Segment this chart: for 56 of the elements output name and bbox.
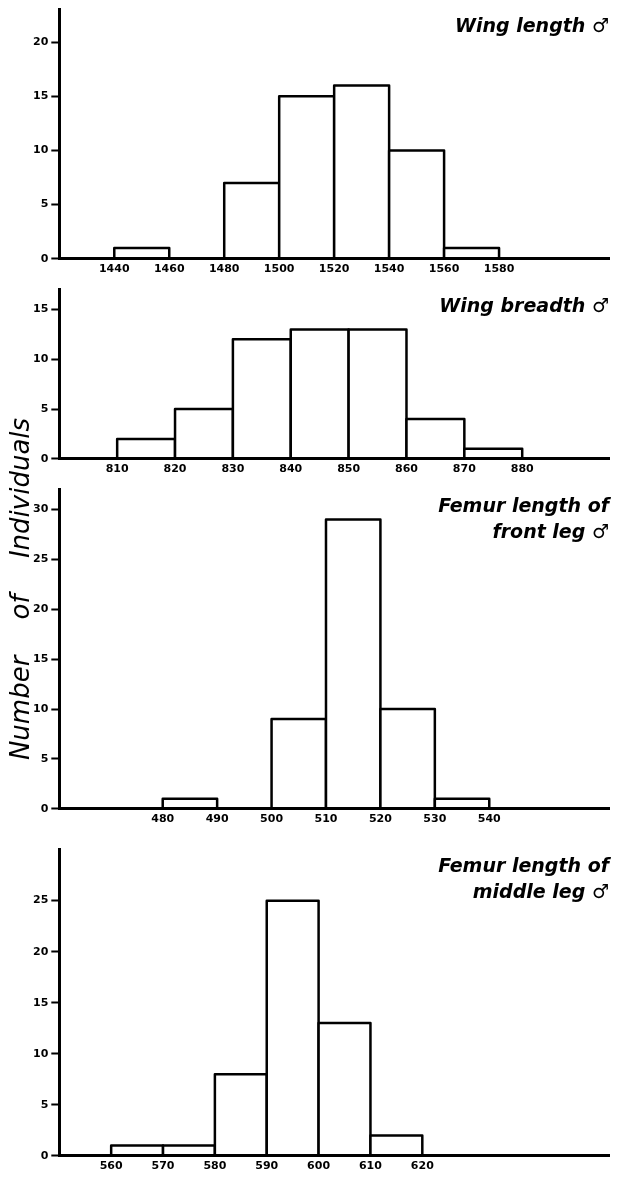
x-tick-label: 1540 xyxy=(373,262,405,276)
y-tick-label: 25 xyxy=(33,893,49,907)
x-tick-label: 510 xyxy=(314,812,338,826)
y-tick-label: 15 xyxy=(33,302,49,316)
y-tick-label: 30 xyxy=(33,502,49,516)
y-tick-label: 10 xyxy=(33,143,49,157)
y-tick-label: 0 xyxy=(40,1148,49,1162)
y-tick-label: 0 xyxy=(40,451,49,465)
x-tick-label: 1460 xyxy=(153,262,185,276)
x-tick-label: 810 xyxy=(105,462,129,476)
text: Femur length of front leg ♂ xyxy=(438,494,612,543)
y-tick-label: 10 xyxy=(33,352,49,366)
x-tick-label: 610 xyxy=(358,1159,383,1173)
text: Femur length of middle leg ♂ xyxy=(438,854,612,903)
x-tick-label: 530 xyxy=(423,812,447,826)
y-tick-label: 0 xyxy=(40,251,49,265)
y-tick-label: 10 xyxy=(33,701,49,715)
y-tick-label: 15 xyxy=(33,995,49,1009)
x-tick-label: 1480 xyxy=(208,262,240,276)
x-tick-label: 1440 xyxy=(98,262,130,276)
y-tick-label: 25 xyxy=(33,552,49,566)
y-tick-label: 0 xyxy=(40,801,49,815)
y-tick-label: 20 xyxy=(33,944,49,958)
x-tick-label: 1580 xyxy=(483,262,515,276)
x-tick-label: 820 xyxy=(163,462,187,476)
y-tick-label: 15 xyxy=(33,89,49,103)
x-tick-label: 500 xyxy=(260,812,284,826)
y-tick-label: 5 xyxy=(40,1097,49,1111)
x-tick-label: 850 xyxy=(337,462,361,476)
x-tick-label: 830 xyxy=(221,462,245,476)
x-tick-label: 480 xyxy=(151,812,175,826)
x-tick-label: 860 xyxy=(395,462,419,476)
x-tick-label: 1500 xyxy=(263,262,295,276)
x-tick-label: 570 xyxy=(151,1159,175,1173)
y-tick-label: 5 xyxy=(40,751,49,765)
y-tick-label: 20 xyxy=(33,602,49,616)
x-tick-label: 560 xyxy=(99,1159,123,1173)
x-tick-label: 590 xyxy=(255,1159,279,1173)
y-tick-label: 20 xyxy=(33,34,49,48)
y-tick-label: 15 xyxy=(33,652,49,666)
x-tick-label: 870 xyxy=(452,462,477,476)
x-tick-label: 840 xyxy=(279,462,303,476)
x-tick-label: 1560 xyxy=(428,262,460,276)
y-tick-label: 10 xyxy=(33,1046,49,1060)
x-tick-label: 520 xyxy=(368,812,393,826)
x-tick-label: 540 xyxy=(477,812,502,826)
chart-title: Wing breadth ♂ xyxy=(439,294,609,317)
x-tick-label: 620 xyxy=(410,1159,435,1173)
chart-title: Wing length ♂ xyxy=(455,14,609,37)
x-tick-label: 1520 xyxy=(318,262,350,276)
y-tick-label: 5 xyxy=(40,401,49,415)
x-tick-label: 880 xyxy=(510,462,535,476)
x-tick-label: 580 xyxy=(203,1159,227,1173)
y-tick-label: 5 xyxy=(40,197,49,211)
x-tick-label: 490 xyxy=(205,812,229,826)
x-tick-label: 600 xyxy=(307,1159,331,1173)
